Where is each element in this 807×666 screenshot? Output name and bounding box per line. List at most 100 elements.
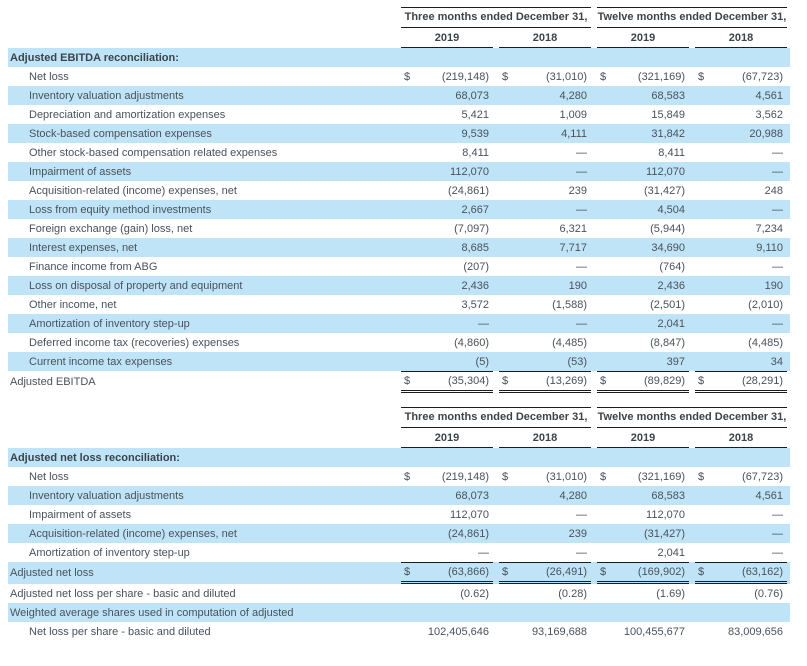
cell-value: (1,588) bbox=[552, 298, 587, 311]
value-cell: (24,861) bbox=[398, 524, 496, 543]
value-cell: — bbox=[496, 543, 594, 562]
value-cell: $ (35,304) bbox=[398, 371, 496, 393]
value-cell: 8,685 bbox=[398, 238, 496, 257]
cell-value: 2,667 bbox=[461, 203, 489, 216]
currency-symbol: $ bbox=[698, 470, 705, 483]
row-label: Amortization of inventory step-up bbox=[8, 314, 398, 333]
cell-value: 6,321 bbox=[559, 222, 587, 235]
table-row: Acquisition-related (income) expenses, n… bbox=[8, 524, 791, 543]
cell-value: 239 bbox=[568, 184, 587, 197]
value-cell: 4,111 bbox=[496, 124, 594, 143]
cell-value: (31,010) bbox=[546, 70, 587, 83]
row-label: Net loss bbox=[29, 70, 69, 83]
cell-value: (31,010) bbox=[546, 470, 587, 483]
value-cell: (53) bbox=[496, 352, 594, 371]
row-label: Finance income from ABG bbox=[29, 260, 158, 273]
cell-value: (89,829) bbox=[644, 375, 685, 387]
value-cell: 4,504 bbox=[594, 200, 692, 219]
value-cell: (764) bbox=[594, 257, 692, 276]
year-cell: 2019 bbox=[594, 28, 692, 48]
cell-value: (764) bbox=[659, 260, 685, 273]
cell-value: 68,073 bbox=[455, 89, 489, 102]
table-row: Impairment of assets 112,070 — 112,070 — bbox=[8, 505, 790, 524]
year-label: 2019 bbox=[401, 429, 493, 448]
value-cell: (24,861) bbox=[398, 181, 496, 200]
period-group-cell: Three months ended December 31, bbox=[398, 407, 594, 428]
year-label: 2019 bbox=[401, 29, 493, 48]
value-cell: — bbox=[692, 143, 790, 162]
table-row: Stock-based compensation expenses 9,539 4,… bbox=[8, 124, 791, 143]
cell-value: 397 bbox=[666, 355, 685, 368]
value-cell: 15,849 bbox=[594, 105, 692, 124]
cell-value: 8,411 bbox=[658, 146, 685, 159]
value-cell bbox=[496, 603, 594, 622]
value-cell: 68,583 bbox=[594, 486, 692, 505]
cell-value: 248 bbox=[764, 184, 784, 197]
cell-value: 5,421 bbox=[461, 108, 489, 121]
value-cell: — bbox=[496, 505, 594, 524]
cell-value: 7,717 bbox=[559, 241, 587, 254]
cell-value: (1.69) bbox=[656, 587, 685, 600]
year-cell: 2019 bbox=[594, 428, 692, 448]
cell-value: (31,427) bbox=[644, 184, 685, 197]
value-cell: $ (26,491) bbox=[496, 562, 594, 584]
row-label: Acquisition-related (income) expenses, n… bbox=[8, 524, 398, 543]
row-label: Inventory valuation adjustments bbox=[8, 86, 398, 105]
cell-value: (207) bbox=[463, 260, 489, 273]
value-cell: (2,010) bbox=[692, 295, 790, 314]
table-row: Net loss $ (219,148) $ (31,010) $ (321,169) $ (6… bbox=[8, 467, 790, 486]
cell-value: 4,111 bbox=[561, 127, 587, 140]
table-row: Interest expenses, net 8,685 7,717 34,690 9,… bbox=[8, 238, 791, 257]
cell-value: 4,504 bbox=[657, 203, 685, 216]
table-row: Deferred income tax (recoveries) expense… bbox=[8, 333, 790, 352]
cell-value: 68,583 bbox=[651, 89, 685, 102]
value-cell: — bbox=[692, 543, 790, 562]
header-spacer bbox=[8, 407, 398, 428]
year-label: 2019 bbox=[597, 29, 689, 48]
value-cell: 2,041 bbox=[594, 543, 692, 562]
year-header-row: 2019 2018 2019 2018 bbox=[8, 28, 790, 48]
value-cell: 239 bbox=[496, 524, 594, 543]
currency-symbol: $ bbox=[698, 566, 705, 578]
value-cell bbox=[692, 448, 791, 467]
value-cell: $ (28,291) bbox=[692, 371, 790, 393]
row-label: Adjusted EBITDA bbox=[10, 376, 96, 388]
cell-value: — bbox=[576, 546, 587, 559]
value-cell: 20,988 bbox=[692, 124, 791, 143]
value-cell: $ (321,169) bbox=[594, 67, 692, 86]
value-cell: 190 bbox=[692, 276, 791, 295]
cell-value: — bbox=[772, 508, 784, 521]
table-row: Adjusted net loss per share - basic and … bbox=[8, 584, 790, 603]
cell-value: (53) bbox=[567, 355, 587, 368]
cell-value: 190 bbox=[764, 279, 784, 292]
value-cell: 3,572 bbox=[398, 295, 496, 314]
cell-value: — bbox=[772, 165, 784, 178]
value-cell: (31,427) bbox=[594, 524, 692, 543]
row-label: Weighted average shares used in computat… bbox=[8, 603, 398, 622]
cell-value: (67,723) bbox=[742, 70, 784, 83]
cell-value: — bbox=[772, 260, 784, 273]
cell-value: (4,485) bbox=[552, 336, 587, 349]
value-cell bbox=[398, 48, 496, 67]
value-cell: 2,041 bbox=[594, 314, 692, 333]
value-cell: 239 bbox=[496, 181, 594, 200]
cell-value: 239 bbox=[568, 527, 587, 540]
currency-symbol: $ bbox=[502, 470, 509, 483]
value-cell: (2,501) bbox=[594, 295, 692, 314]
cell-value: — bbox=[772, 546, 784, 559]
value-cell: 9,110 bbox=[692, 238, 791, 257]
year-label: 2018 bbox=[499, 29, 591, 48]
currency-symbol: $ bbox=[404, 375, 411, 387]
table-row: Impairment of assets 112,070 — 112,070 — bbox=[8, 162, 791, 181]
row-label: Interest expenses, net bbox=[8, 238, 398, 257]
value-cell: 31,842 bbox=[594, 124, 692, 143]
value-cell: — bbox=[692, 505, 790, 524]
year-cell: 2018 bbox=[496, 428, 594, 448]
value-cell bbox=[496, 48, 594, 67]
cell-value bbox=[502, 604, 591, 622]
table-row: Amortization of inventory step-up — — 2,041… bbox=[8, 314, 791, 333]
row-label: Other stock-based compensation related e… bbox=[29, 146, 278, 159]
cell-value: 190 bbox=[568, 279, 587, 292]
cell-value: 83,009,656 bbox=[727, 625, 784, 638]
year-label: 2018 bbox=[695, 429, 788, 448]
